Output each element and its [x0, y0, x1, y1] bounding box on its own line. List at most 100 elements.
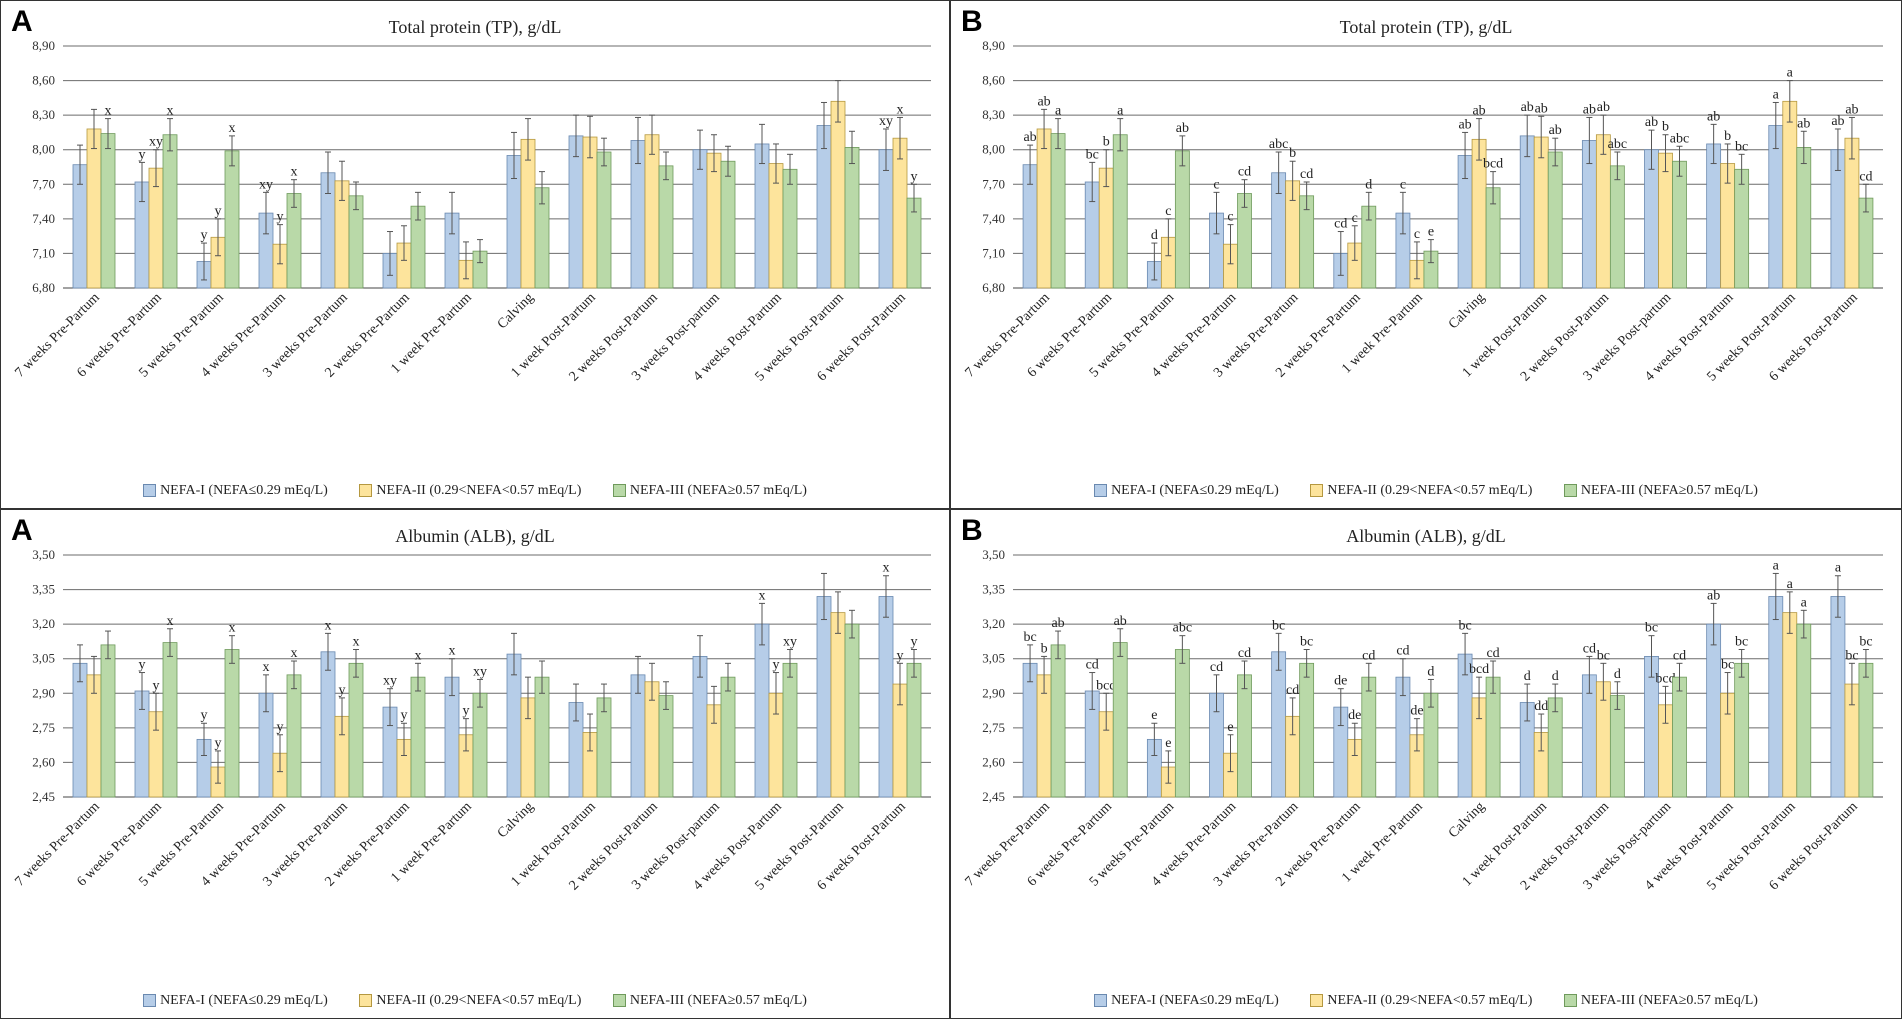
bar — [1844, 137, 1860, 289]
legend-label: NEFA-I (NEFA≤0.29 mEq/L) — [160, 992, 328, 1008]
legend-item-nefa-ii: NEFA-II (0.29<NEFA<0.57 mEq/L) — [359, 993, 581, 1009]
panel-a-total-protein: A Total protein (TP), g/dL 6,80 7,10 7,40 7… — [0, 0, 950, 509]
bar — [1174, 649, 1190, 798]
significance-label: x — [167, 104, 174, 119]
bar — [596, 697, 612, 798]
significance-label: xy — [473, 664, 487, 679]
significance-label: cd — [1238, 646, 1251, 661]
bar — [720, 160, 736, 289]
significance-label: cd — [1286, 683, 1299, 698]
legend-label: NEFA-II (0.29<NEFA<0.57 mEq/L) — [1327, 992, 1533, 1008]
significance-label: c — [1213, 177, 1219, 192]
significance-label: y — [339, 683, 346, 698]
x-tick-label: Calving — [495, 290, 537, 332]
significance-label: xy — [783, 634, 797, 649]
significance-label: ab — [1797, 116, 1810, 131]
significance-label: ab — [1549, 123, 1562, 138]
bar — [520, 138, 536, 289]
significance-label: y — [911, 634, 918, 649]
significance-label: e — [1227, 720, 1233, 735]
bar — [1519, 135, 1535, 289]
significance-label: cd — [1210, 660, 1223, 675]
significance-label: abc — [1269, 137, 1288, 152]
significance-label: c — [1400, 177, 1406, 192]
significance-label: cd — [1859, 169, 1872, 184]
bar — [1858, 662, 1874, 798]
y-tick-label: 2,45 — [32, 789, 55, 804]
significance-label: bcd — [1483, 157, 1503, 172]
bar — [1299, 662, 1315, 798]
legend-item-nefa-i: NEFA-I (NEFA≤0.29 mEq/L) — [143, 993, 328, 1009]
significance-label: xy — [259, 177, 273, 192]
bar — [1768, 125, 1784, 289]
panel-letter: B — [961, 514, 983, 547]
significance-label: a — [1835, 561, 1842, 576]
significance-label: x — [229, 621, 236, 636]
y-tick-label: 6,80 — [32, 280, 55, 295]
significance-label: abc — [1173, 621, 1192, 636]
significance-label: x — [291, 165, 298, 180]
y-tick-label: 2,90 — [982, 685, 1005, 700]
bar — [754, 623, 770, 798]
significance-label: bc — [1086, 147, 1099, 162]
y-tick-label: 3,05 — [982, 651, 1005, 666]
legend-item-nefa-iii: NEFA-III (NEFA≥0.57 mEq/L) — [612, 993, 807, 1009]
significance-label: y — [773, 658, 780, 673]
significance-label: a — [1117, 104, 1124, 119]
bar — [1485, 676, 1501, 798]
bar — [162, 134, 178, 289]
legend-swatch — [1310, 484, 1324, 497]
significance-label: ab — [1583, 102, 1596, 117]
bar — [1271, 651, 1287, 798]
bar — [782, 168, 798, 289]
bar — [706, 152, 722, 289]
legend-swatch — [1563, 484, 1577, 497]
panel-letter: B — [961, 5, 983, 38]
bar — [816, 125, 832, 289]
bar — [1112, 642, 1128, 798]
significance-label: d — [1427, 664, 1434, 679]
y-tick-label: 7,40 — [982, 211, 1005, 226]
legend-item-nefa-iii: NEFA-III (NEFA≥0.57 mEq/L) — [1563, 993, 1758, 1009]
y-tick-label: 2,45 — [982, 789, 1005, 804]
panel-b-total-protein: B Total protein (TP), g/dL 6,80 7,10 7,40 7… — [950, 0, 1902, 509]
panel-letter: A — [11, 5, 33, 38]
y-tick-label: 7,40 — [32, 211, 55, 226]
significance-label: y — [201, 228, 208, 243]
legend-label: NEFA-III (NEFA≥0.57 mEq/L) — [1580, 482, 1758, 498]
significance-label: dd — [1534, 699, 1548, 714]
bar — [1050, 644, 1066, 798]
significance-label: x — [353, 634, 360, 649]
legend-label: NEFA-I (NEFA≤0.29 mEq/L) — [1111, 992, 1279, 1008]
significance-label: de — [1348, 708, 1361, 723]
chart-title: Albumin (ALB), g/dL — [1346, 526, 1506, 546]
legend-swatch — [359, 994, 373, 1007]
bar — [162, 642, 178, 798]
bar — [596, 151, 612, 289]
significance-label: x — [105, 104, 112, 119]
bar — [86, 128, 102, 289]
y-tick-label: 8,90 — [32, 38, 55, 53]
significance-label: bc — [1645, 621, 1658, 636]
significance-label: d — [1151, 228, 1158, 243]
significance-label: b — [1289, 146, 1296, 161]
significance-label: d — [1524, 669, 1531, 684]
significance-label: x — [325, 618, 332, 633]
significance-label: bcd — [1655, 671, 1675, 686]
significance-label: a — [1773, 558, 1780, 573]
significance-label: c — [1227, 210, 1233, 225]
significance-label: bcd — [1096, 678, 1116, 693]
significance-label: bc — [1597, 648, 1610, 663]
significance-label: ab — [1645, 115, 1658, 130]
legend-item-nefa-i: NEFA-I (NEFA≤0.29 mEq/L) — [1094, 993, 1279, 1009]
bar — [782, 662, 798, 798]
bar — [830, 100, 846, 289]
y-tick-label: 3,20 — [32, 616, 55, 631]
bar — [1609, 165, 1625, 289]
significance-label: cd — [1673, 648, 1686, 663]
bar — [1830, 596, 1846, 798]
legend-label: NEFA-I (NEFA≤0.29 mEq/L) — [1111, 482, 1279, 498]
y-tick-label: 8,30 — [32, 107, 55, 122]
